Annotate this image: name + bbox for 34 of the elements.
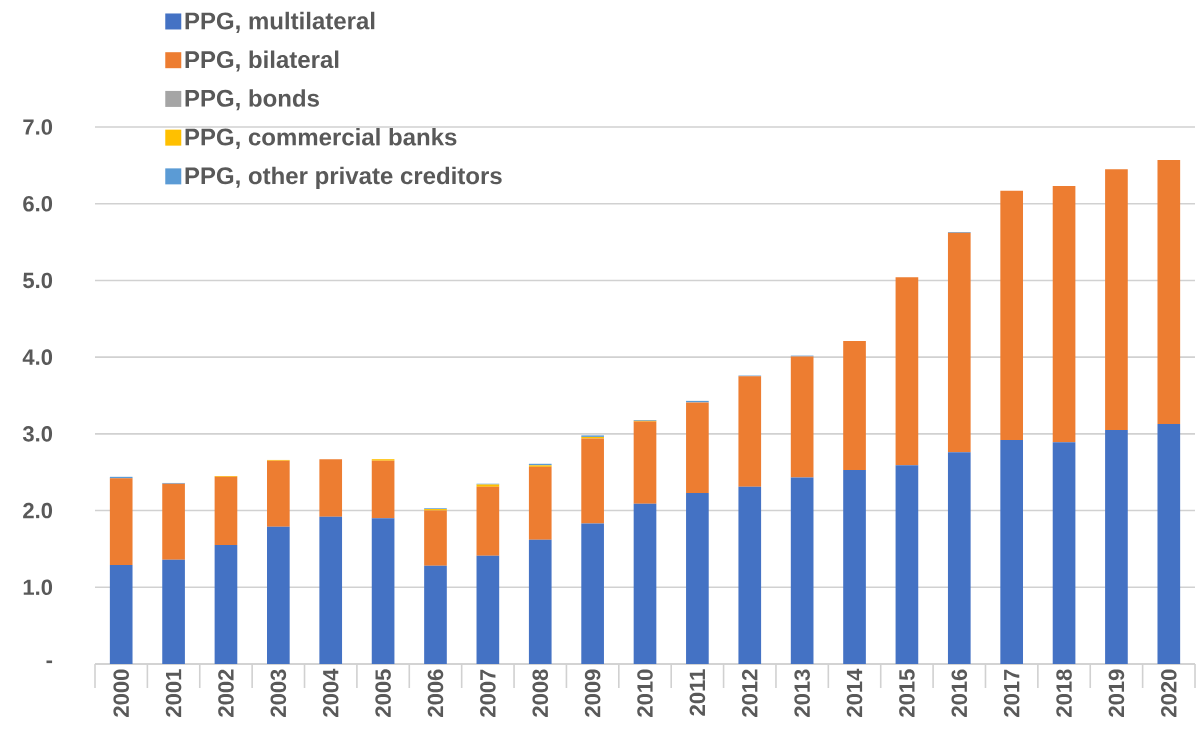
y-tick-label: 3.0 xyxy=(22,426,53,442)
x-tick-label: 2007 xyxy=(480,669,496,717)
legend-label: PPG, bilateral xyxy=(185,50,339,72)
y-tick-label: 2.0 xyxy=(23,502,53,519)
y-tick-label: 5.0 xyxy=(23,272,53,289)
x-tick-label: 2017 xyxy=(1003,669,1020,717)
y-tick-label: 7.0 xyxy=(23,119,53,135)
x-tick-label: 2020 xyxy=(1161,669,1177,717)
legend-label: PPG, bonds xyxy=(185,89,319,111)
legend-label: PPG, multilateral xyxy=(185,11,375,33)
y-tick-label: 1.0 xyxy=(23,579,53,596)
x-tick-label: 2004 xyxy=(322,668,339,717)
legend-label: PPG, commercial banks xyxy=(185,127,457,150)
x-tick-label: 2010 xyxy=(637,669,653,717)
x-tick-label: 2000 xyxy=(113,669,129,717)
x-tick-label: 2016 xyxy=(951,669,968,717)
x-tick-label: 2008 xyxy=(532,669,549,717)
x-tick-label: 2011 xyxy=(689,669,706,716)
x-tick-label: 2015 xyxy=(899,669,915,717)
x-tick-label: 2002 xyxy=(218,669,234,717)
x-tick-label: 2005 xyxy=(375,669,391,717)
x-tick-label: 2001 xyxy=(165,669,182,717)
y-tick-label: 6.0 xyxy=(23,195,53,212)
x-tick-label: 2012 xyxy=(741,669,758,717)
x-tick-label: 2019 xyxy=(1108,669,1125,717)
x-tick-label: 2013 xyxy=(794,669,810,717)
y-tick-label: - xyxy=(46,660,53,664)
x-tick-label: 2018 xyxy=(1056,669,1072,717)
y-tick-label: 4.0 xyxy=(22,349,53,365)
x-tick-label: 2014 xyxy=(846,668,863,717)
legend-label: PPG, other private creditors xyxy=(185,166,502,190)
x-tick-label: 2003 xyxy=(270,669,287,717)
x-tick-label: 2009 xyxy=(584,669,601,717)
x-tick-label: 2006 xyxy=(427,669,444,717)
